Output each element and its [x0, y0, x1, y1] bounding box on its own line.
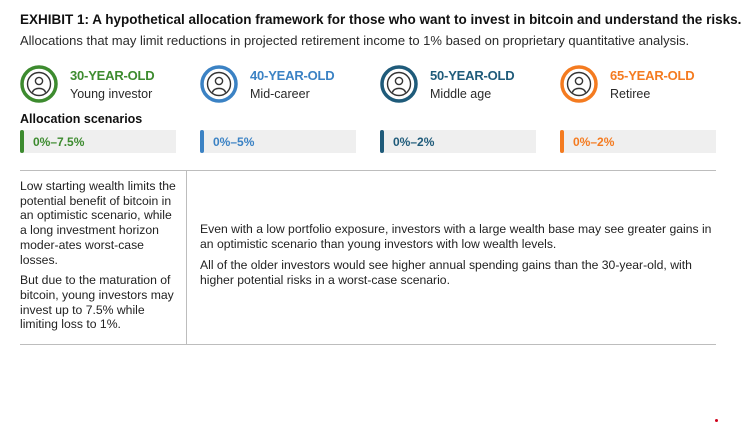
note-paragraph: But due to the maturation of bitcoin, yo… [20, 273, 174, 332]
investor-age-label: 40-YEAR-OLD [250, 68, 335, 83]
allocation-value: 0%–2% [573, 135, 615, 149]
young-investor-notes: Low starting wealth limits the potential… [20, 179, 180, 338]
allocation-accent [560, 130, 564, 153]
allocation-accent [200, 130, 204, 153]
note-paragraph: Low starting wealth limits the potential… [20, 179, 176, 267]
investor-description: Mid-career [250, 87, 310, 101]
investor-column-65: 65-YEAR-OLD Retiree [560, 62, 735, 106]
allocation-bar-40: 0%–5% [200, 130, 356, 153]
older-investor-notes: Even with a low portfolio exposure, inve… [200, 222, 720, 295]
allocation-accent [20, 130, 24, 153]
allocation-bar-65: 0%–2% [560, 130, 716, 153]
allocation-value: 0%–5% [213, 135, 255, 149]
exhibit-subtitle: Allocations that may limit reductions in… [20, 33, 690, 48]
person-avatar-icon [560, 65, 598, 103]
person-avatar-icon [380, 65, 418, 103]
investor-description: Middle age [430, 87, 492, 101]
divider-bottom [20, 344, 716, 345]
allocation-accent [380, 130, 384, 153]
note-paragraph: Even with a low portfolio exposure, inve… [200, 222, 712, 251]
allocation-bar-30: 0%–7.5% [20, 130, 176, 153]
note-paragraph: All of the older investors would see hig… [200, 258, 692, 288]
allocation-bar-50: 0%–2% [380, 130, 536, 153]
allocation-value: 0%–2% [393, 135, 435, 149]
investor-description: Young investor [70, 87, 153, 101]
investor-column-40: 40-YEAR-OLD Mid-career [200, 62, 375, 106]
allocation-value: 0%–7.5% [33, 135, 85, 149]
investor-column-30: 30-YEAR-OLD Young investor [20, 62, 195, 106]
investor-age-label: 50-YEAR-OLD [430, 68, 515, 83]
divider-vertical [186, 170, 187, 345]
investor-description: Retiree [610, 87, 651, 101]
person-avatar-icon [200, 65, 238, 103]
page-marker-dot [715, 419, 718, 422]
investor-age-label: 30-YEAR-OLD [70, 68, 155, 83]
investor-column-50: 50-YEAR-OLD Middle age [380, 62, 555, 106]
divider-top [20, 170, 716, 171]
allocation-scenarios-label: Allocation scenarios [20, 112, 143, 126]
investor-age-label: 65-YEAR-OLD [610, 68, 695, 83]
person-avatar-icon [20, 65, 58, 103]
exhibit-title: EXHIBIT 1: A hypothetical allocation fra… [20, 12, 742, 27]
